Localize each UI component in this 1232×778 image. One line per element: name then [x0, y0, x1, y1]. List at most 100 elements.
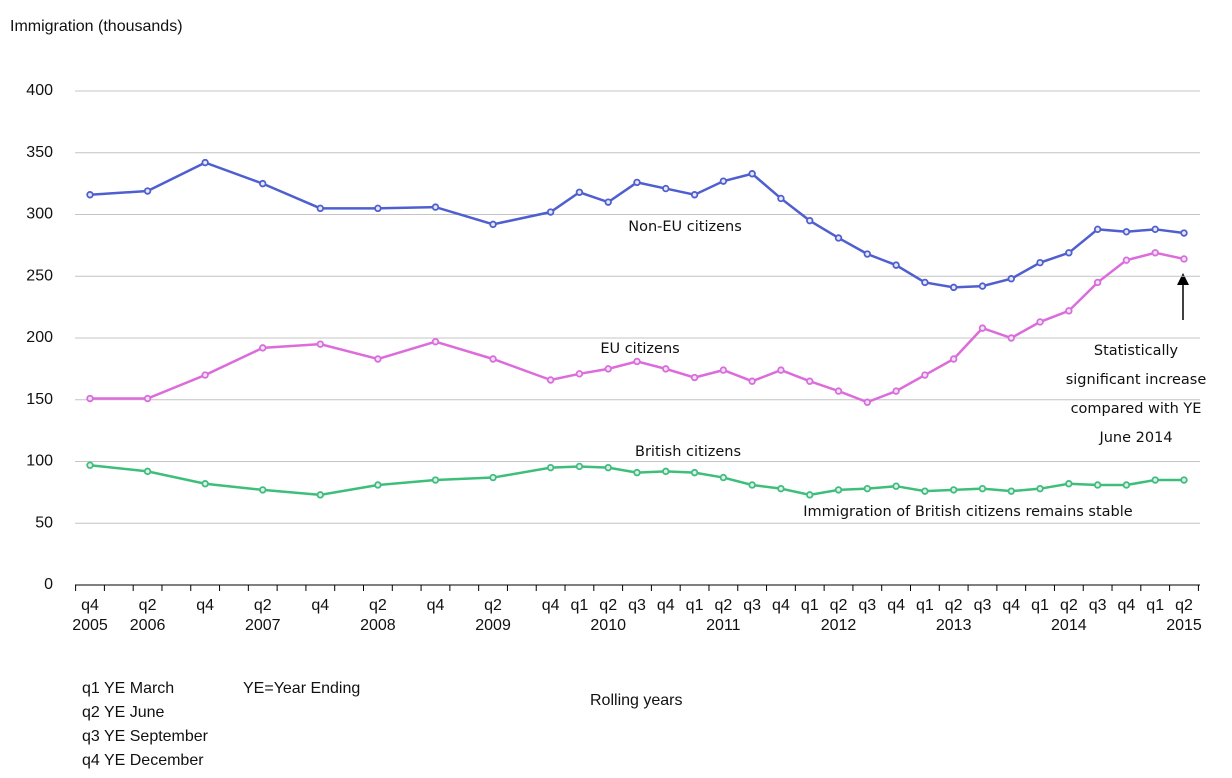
point [863, 250, 872, 258]
x-tick-year: 2008 [360, 617, 396, 634]
x-tick-year: 2005 [72, 617, 108, 634]
point [748, 481, 756, 489]
x-tick-label: q3 [974, 597, 992, 614]
point [575, 462, 584, 471]
point [633, 357, 641, 366]
point [1036, 258, 1044, 267]
point [316, 340, 325, 348]
point [978, 282, 987, 290]
point [259, 179, 267, 188]
point [719, 177, 728, 185]
point [489, 355, 497, 363]
annotation: June 2014 [1098, 430, 1172, 446]
annotation: Immigration of British citizens remains … [803, 504, 1132, 520]
point [1093, 481, 1102, 489]
point [748, 377, 756, 385]
point [1122, 256, 1131, 264]
y-tick-label: 350 [26, 144, 53, 161]
x-tick-year: 2013 [936, 617, 972, 634]
point [604, 365, 612, 373]
point [1093, 278, 1102, 287]
y-tick-label: 200 [26, 329, 53, 346]
x-tick-year: 2010 [590, 617, 626, 634]
x-tick-year: 2012 [821, 617, 857, 634]
x-tick-label: q1 [916, 597, 934, 614]
x-tick-label: q4 [1002, 597, 1020, 614]
point [259, 344, 267, 352]
annotation: significant increase [1066, 372, 1207, 388]
point [489, 473, 497, 482]
x-tick-label: q4 [196, 597, 214, 614]
annotation: Statistically [1094, 343, 1179, 359]
point [374, 355, 382, 363]
point [143, 394, 152, 403]
x-tick-label: q2 [1175, 597, 1193, 614]
point [863, 484, 872, 493]
point [143, 467, 152, 476]
x-tick-label: q4 [887, 597, 905, 614]
x-tick-label: q2 [945, 597, 963, 614]
x-tick-label: q2 [484, 597, 502, 614]
point [662, 467, 670, 476]
point [1151, 249, 1159, 257]
point [690, 191, 699, 199]
point [86, 191, 94, 199]
x-tick-label: q3 [743, 597, 761, 614]
x-tick-label: q3 [628, 597, 646, 614]
point [1180, 229, 1188, 237]
x-tick-label: q2 [254, 597, 272, 614]
x-tick-label: q4 [311, 597, 329, 614]
point [546, 376, 555, 384]
point [863, 398, 872, 406]
x-tick-label: q1 [1031, 597, 1049, 614]
point [431, 203, 440, 211]
point [1093, 225, 1102, 234]
x-tick-label: q1 [801, 597, 819, 614]
y-tick-label: 150 [26, 391, 53, 408]
point [1065, 249, 1073, 257]
point [662, 184, 670, 193]
point [546, 208, 555, 216]
annotation: EU citizens [600, 341, 679, 357]
point [949, 283, 958, 292]
point [1065, 480, 1073, 488]
point [1007, 275, 1015, 283]
point [201, 480, 209, 488]
point [604, 463, 612, 472]
point [806, 377, 814, 385]
point [949, 355, 958, 363]
annotation: compared with YE [1071, 401, 1202, 417]
point [892, 482, 900, 490]
y-tick-label: 400 [26, 82, 53, 99]
point [690, 468, 699, 477]
y-tick-label: 250 [26, 267, 53, 284]
x-tick-label: q4 [542, 597, 560, 614]
point [978, 484, 987, 493]
x-tick-label: q2 [139, 597, 157, 614]
x-tick-label: q2 [599, 597, 617, 614]
point [921, 278, 929, 287]
point [316, 491, 325, 499]
point [431, 476, 440, 484]
x-tick-label: q1 [1146, 597, 1164, 614]
x-tick-label: q3 [1089, 597, 1107, 614]
point [546, 463, 555, 472]
point [201, 371, 209, 379]
x-tick-label: q4 [81, 597, 99, 614]
x-tick-label: q4 [1118, 597, 1136, 614]
x-tick-year: 2007 [245, 617, 281, 634]
point [748, 170, 756, 178]
point [1151, 225, 1159, 234]
x-tick-year: 2011 [706, 617, 741, 634]
point [201, 158, 209, 167]
point [316, 204, 325, 213]
point [892, 387, 900, 395]
point [777, 366, 785, 374]
note: q4 YE December [82, 752, 204, 769]
point [834, 234, 843, 242]
x-tick-label: q2 [1060, 597, 1078, 614]
point [431, 338, 440, 346]
point [978, 324, 987, 332]
x-axis-title: Rolling years [590, 692, 682, 709]
